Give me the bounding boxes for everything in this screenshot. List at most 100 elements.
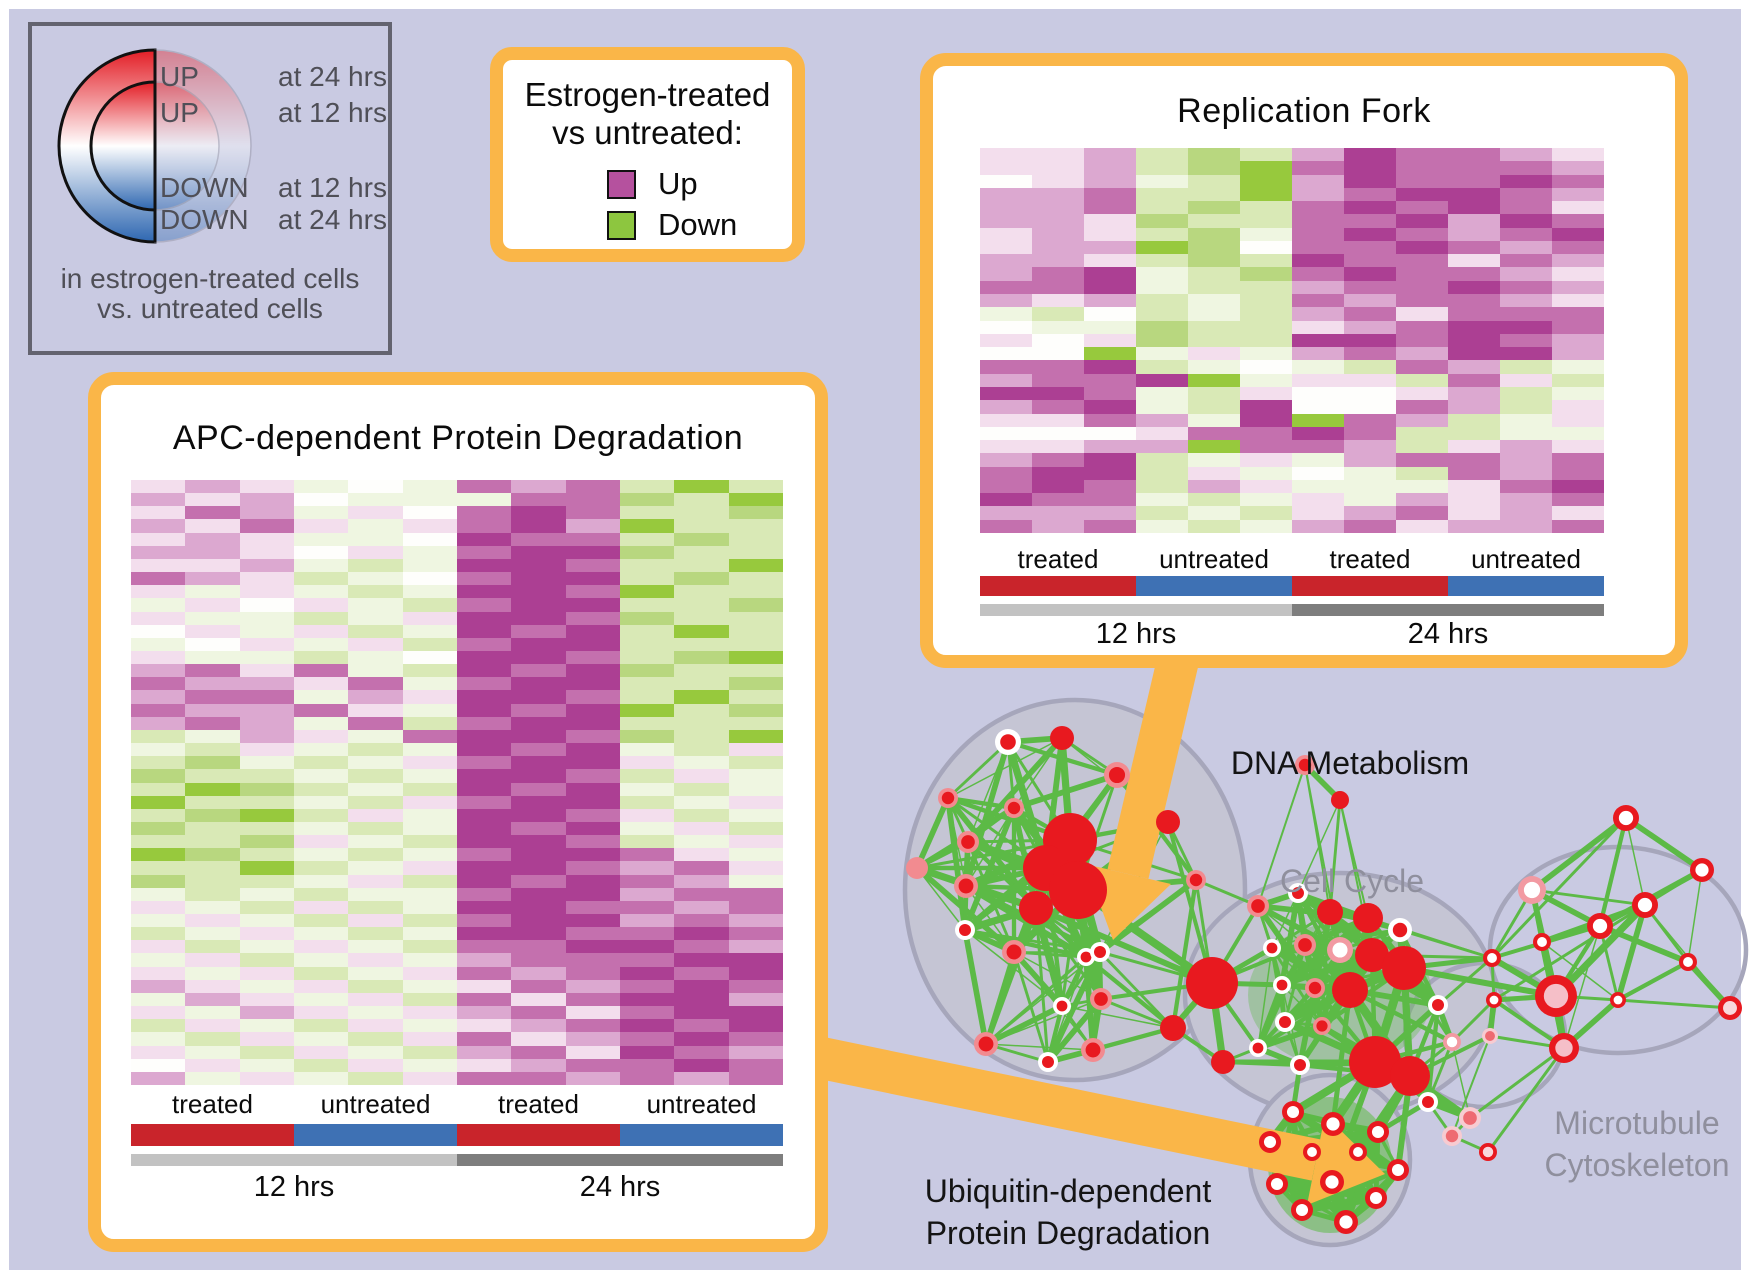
network-node <box>1160 1015 1186 1041</box>
network-node-core <box>1294 1059 1306 1071</box>
network-node-core <box>1422 1096 1434 1108</box>
network-node-core <box>1618 810 1634 826</box>
network-edge <box>1426 1041 1454 1103</box>
replication-fork-heatmap <box>980 148 1604 533</box>
network-node-core <box>1286 1105 1300 1119</box>
direction-legend-title-line2: vs untreated: <box>552 114 743 151</box>
network-node-core <box>1446 1036 1458 1048</box>
network-edge <box>962 806 1017 932</box>
network-edge <box>1493 903 1646 1002</box>
arrow-replication-fork-head <box>1085 864 1171 940</box>
network-node-core <box>1094 946 1106 958</box>
network-node <box>906 857 928 879</box>
network-edge <box>914 796 951 870</box>
network-node-core <box>1080 951 1092 963</box>
fold-dir-down-12: DOWN <box>160 172 249 203</box>
network-edge <box>1624 815 1704 873</box>
ubiquitin-label-line2: Protein Degradation <box>925 1215 1211 1251</box>
network-edge <box>1330 989 1353 1125</box>
network-node-core <box>1392 922 1408 938</box>
microtubule-label: Microtubule Cytoskeleton <box>1497 1102 1750 1186</box>
network-node-core <box>1695 863 1709 877</box>
network-node <box>1353 903 1383 933</box>
apc-group-labels: treated untreated treated untreated <box>131 1089 783 1120</box>
ubiquitin-label: Ubiquitin-dependent Protein Degradation <box>888 1170 1248 1254</box>
network-edge <box>1257 947 1273 1049</box>
network-node <box>1049 861 1107 919</box>
network-edge <box>1425 1004 1441 1103</box>
network-node <box>1390 1056 1430 1096</box>
fold-caption-line2: vs. untreated cells <box>97 293 323 324</box>
network-node-core <box>1276 979 1288 991</box>
direction-legend-title-line1: Estrogen-treated <box>524 76 771 113</box>
fold-change-rings-glyph <box>57 48 252 244</box>
rf-12hrs-label: 12 hrs <box>1095 618 1177 650</box>
network-node-core <box>1487 953 1497 963</box>
network-node <box>1156 810 1180 834</box>
network-node-core <box>1307 1147 1317 1157</box>
fold-dir-down-24: DOWN <box>160 204 249 235</box>
network-node-core <box>1369 1191 1383 1205</box>
apc-24hrs-label: 24 hrs <box>579 1171 661 1203</box>
network-node-core <box>1637 897 1653 913</box>
network-edge <box>1304 927 1401 948</box>
network-edge <box>1013 772 1118 811</box>
fold-caption-line1: in estrogen-treated cells <box>60 263 360 294</box>
network-node-core <box>1332 942 1348 958</box>
network-node-core <box>1592 918 1608 934</box>
network-edge <box>1451 1035 1491 1137</box>
network-edge <box>965 736 1065 844</box>
network-edge <box>1486 1047 1566 1153</box>
network-node-core <box>1295 1203 1309 1217</box>
network-node-core <box>1543 983 1569 1009</box>
network-edge <box>1034 907 1050 1063</box>
rf-time-labels: 12 hrs 24 hrs <box>980 618 1604 651</box>
network-edge <box>1328 799 1342 913</box>
rf-group-labels: treated untreated treated untreated <box>980 544 1604 575</box>
network-edge <box>1166 821 1214 984</box>
up-swatch-icon <box>607 169 636 199</box>
network-edge <box>962 929 989 1045</box>
network-node-core <box>1445 1129 1459 1143</box>
network-edge <box>1553 902 1648 999</box>
dna-metabolism-label: DNA Metabolism <box>1230 745 1470 781</box>
microtubule-label-line2: Cytoskeleton <box>1544 1147 1730 1183</box>
rf-label-untreated-12: untreated <box>1159 544 1269 574</box>
network-node-core <box>1683 957 1693 967</box>
network-node <box>1349 1036 1401 1088</box>
network-edge <box>945 797 968 931</box>
network-node-core <box>1000 734 1016 750</box>
network-edge <box>1092 1026 1174 1052</box>
network-node-core <box>1298 758 1312 772</box>
apc-label-treated-12: treated <box>172 1089 253 1119</box>
network-edge <box>1563 925 1601 1049</box>
network-edge <box>1257 764 1306 907</box>
network-node-core <box>1613 995 1623 1005</box>
network-node-core <box>1108 766 1126 784</box>
network-node-core <box>1085 1042 1101 1058</box>
apc-12hrs-label: 12 hrs <box>253 1171 335 1203</box>
network-node-core <box>1326 1117 1340 1131</box>
network-edge <box>1367 917 1493 959</box>
network-node <box>1317 899 1343 925</box>
network-node-core <box>1094 992 1108 1006</box>
network-node-core <box>1555 1039 1573 1057</box>
network-edge <box>947 737 1063 799</box>
ubiquitin-label-line1: Ubiquitin-dependent <box>924 1173 1212 1209</box>
arrow-apc-shaft <box>807 1035 1321 1181</box>
network-node <box>1332 972 1368 1008</box>
network-node <box>1186 957 1238 1009</box>
network-node-core <box>1723 1001 1737 1015</box>
network-node-core <box>978 1036 994 1052</box>
network-edge <box>1530 815 1628 893</box>
network-edge <box>1531 888 1646 907</box>
up-label: Up <box>658 166 698 201</box>
apc-label-treated-24: treated <box>498 1089 579 1119</box>
network-edge <box>1403 965 1557 999</box>
network-edge <box>1222 1060 1301 1067</box>
network-node-core <box>1042 1056 1054 1068</box>
network-node-core <box>1489 995 1499 1005</box>
network-edge <box>983 906 1039 1046</box>
network-edge <box>1061 1005 1174 1029</box>
